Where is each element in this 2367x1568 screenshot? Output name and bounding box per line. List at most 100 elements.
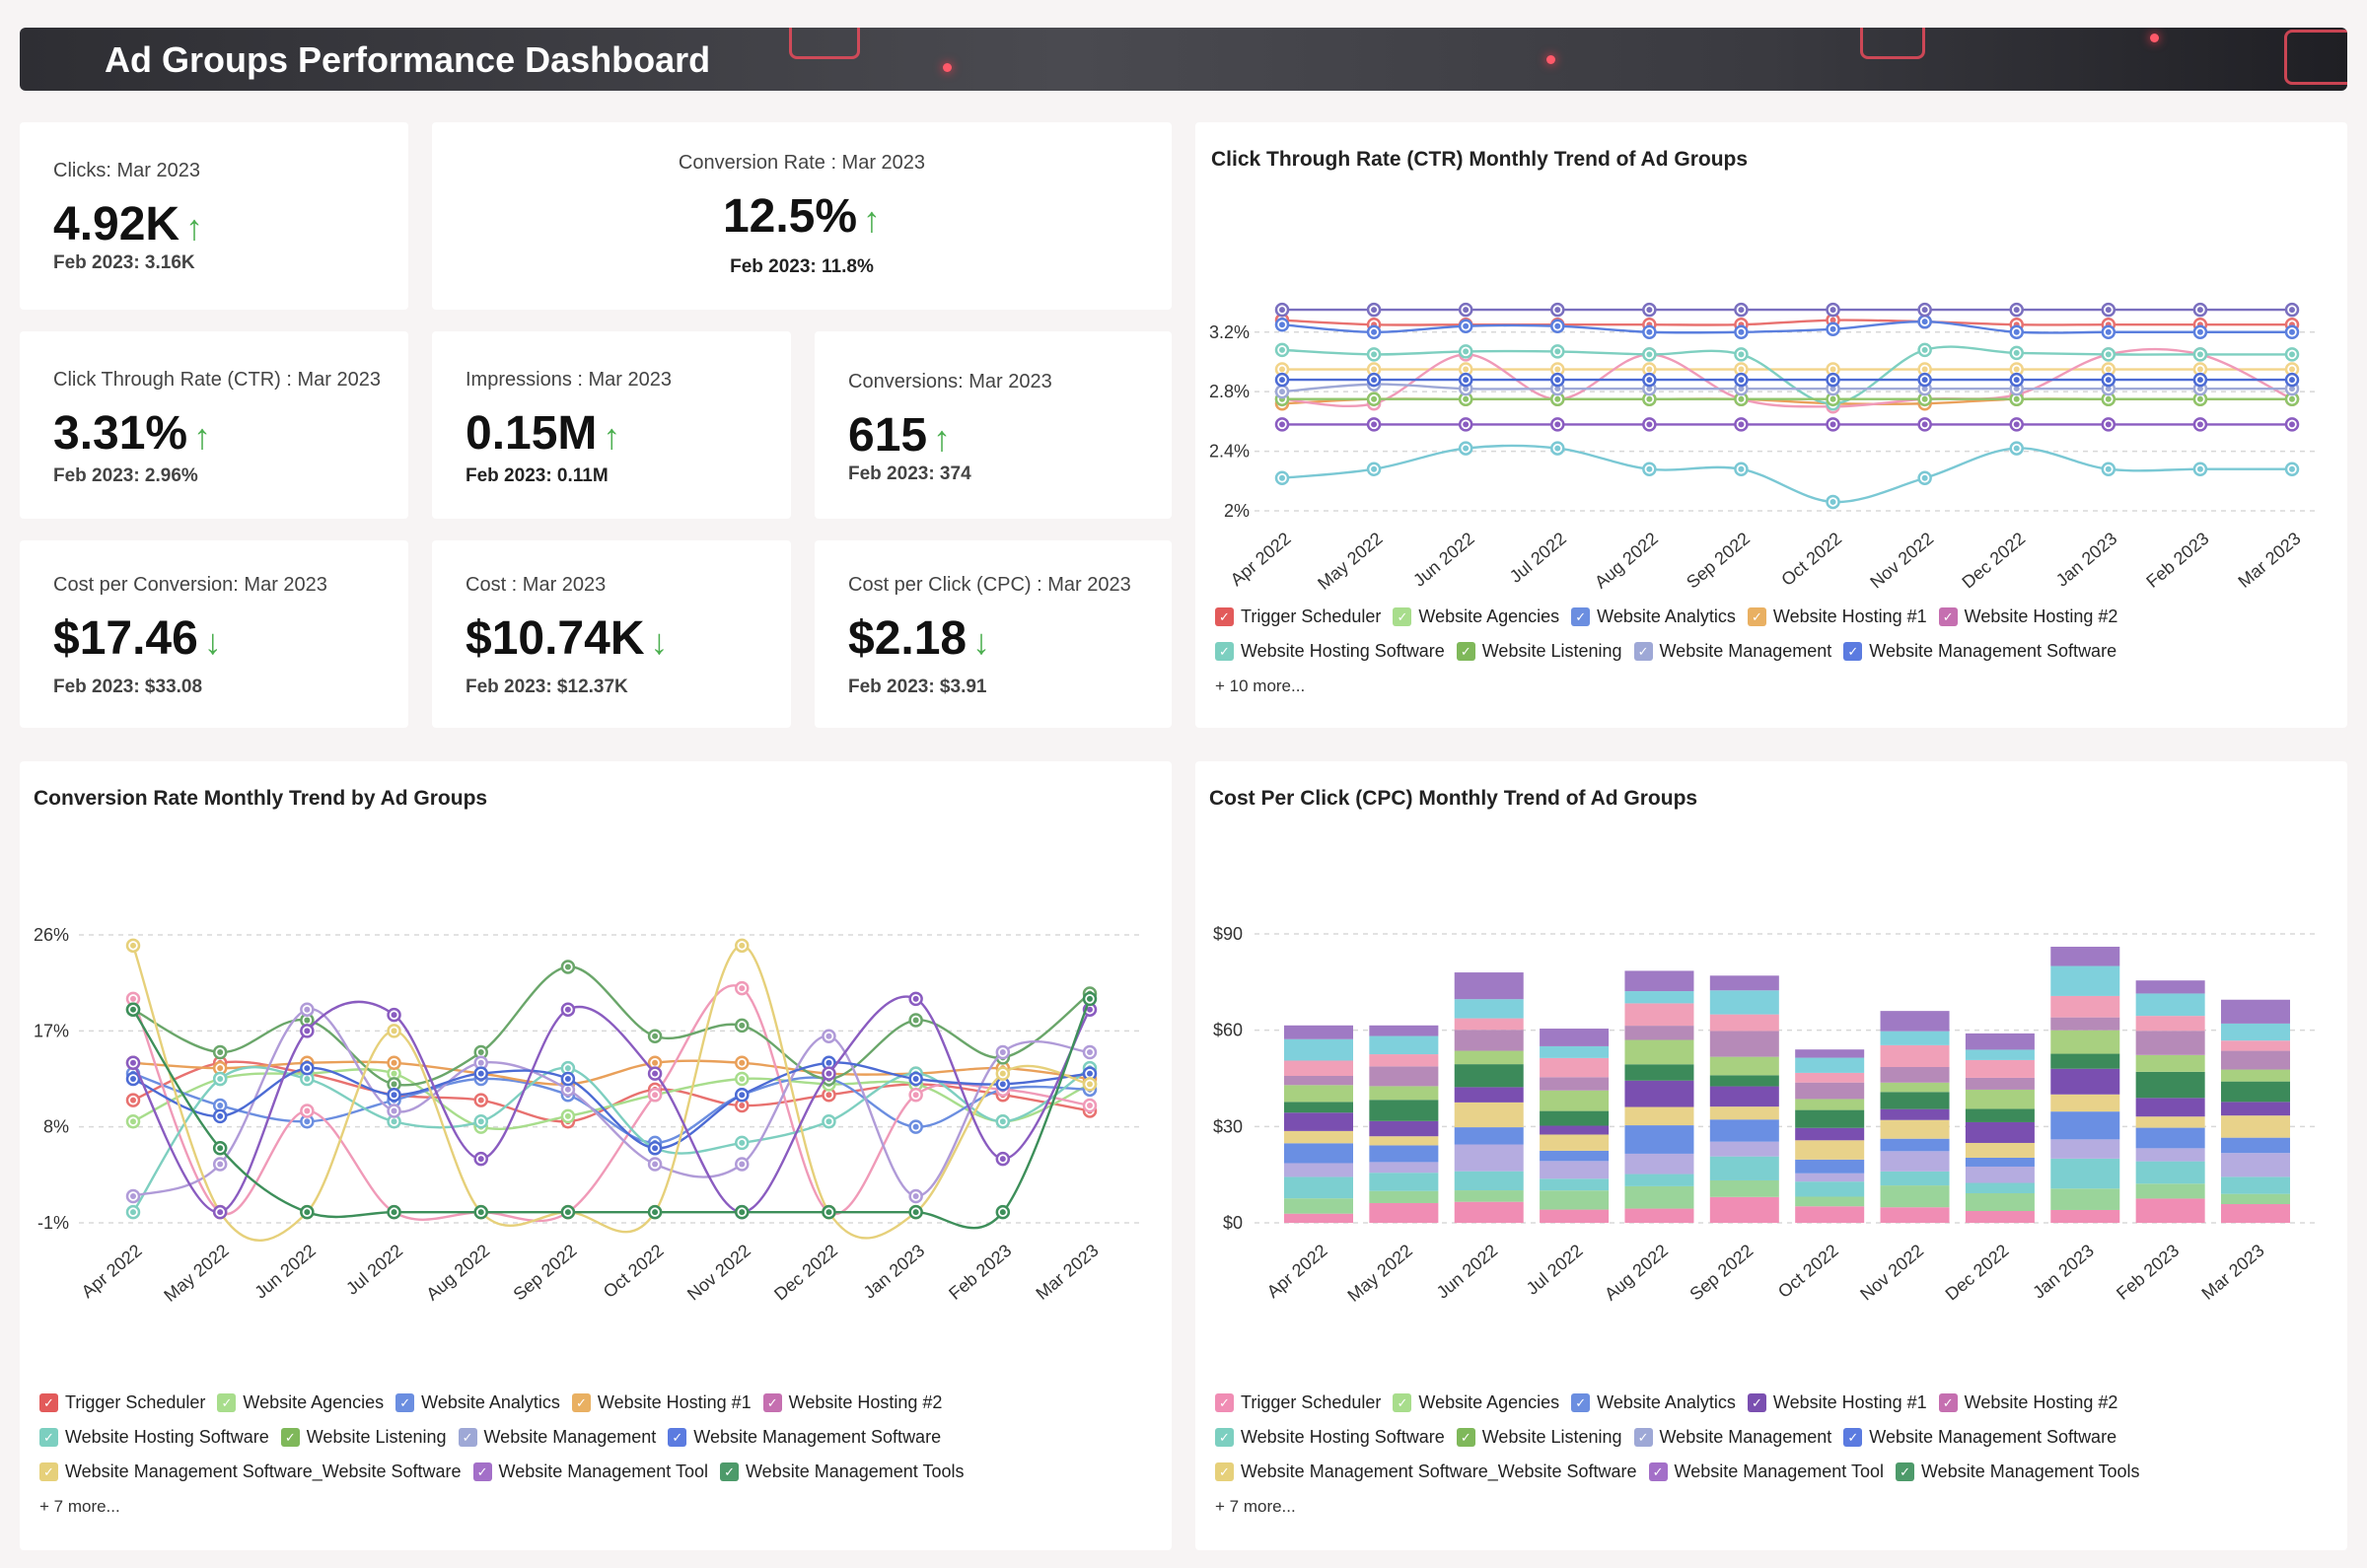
ctr-line-chart[interactable]: 2% 2.4% 2.8% 3.2% Apr 2022 May 2022 Jun 2022 Ju…	[1195, 201, 2347, 675]
bar-segment	[1454, 1171, 1524, 1191]
checkbox-icon[interactable]: ✓	[1633, 1428, 1653, 1447]
legend-item[interactable]: ✓ Trigger Scheduler	[1215, 1392, 1381, 1413]
checkbox-icon[interactable]: ✓	[1571, 1393, 1591, 1412]
checkbox-icon[interactable]: ✓	[1215, 607, 1234, 626]
legend-item[interactable]: ✓ Website Management Software	[1843, 1427, 2116, 1448]
checkbox-icon[interactable]: ✓	[217, 1393, 237, 1412]
legend-item[interactable]: ✓ Website Management Software_Website Sof…	[39, 1461, 462, 1482]
data-point-core	[999, 1070, 1006, 1077]
bar-segment	[1965, 1121, 2035, 1143]
checkbox-icon[interactable]: ✓	[1938, 1393, 1958, 1412]
legend-item[interactable]: ✓ Website Hosting #1	[571, 1392, 752, 1413]
checkbox-icon[interactable]: ✓	[1747, 1393, 1766, 1412]
legend-item[interactable]: ✓ Website Management Tool	[1648, 1461, 1884, 1482]
legend-item[interactable]: ✓ Website Management	[458, 1427, 656, 1448]
bar-segment	[1795, 1072, 1865, 1083]
checkbox-icon[interactable]: ✓	[668, 1428, 687, 1447]
legend-label: Website Agencies	[1418, 1392, 1560, 1412]
checkbox-icon[interactable]: ✓	[458, 1428, 477, 1447]
checkbox-icon[interactable]: ✓	[1215, 642, 1234, 661]
conversion-rate-trend-chart-card[interactable]: Conversion Rate Monthly Trend by Ad Grou…	[20, 761, 1172, 1550]
data-point-core	[739, 1059, 746, 1066]
kpi-label: Clicks: Mar 2023	[53, 160, 200, 181]
bar-segment	[2221, 1023, 2290, 1041]
legend-item[interactable]: ✓ Website Analytics	[1571, 1392, 1736, 1413]
kpi-card-impressions[interactable]: Impressions : Mar 2023 0.15M ↑ Feb 2023: …	[432, 331, 791, 519]
checkbox-icon[interactable]: ✓	[1938, 607, 1958, 626]
legend-more-link[interactable]: + 10 more...	[1215, 677, 1306, 695]
kpi-label: Impressions : Mar 2023	[466, 369, 672, 391]
legend-item[interactable]: ✓ Website Management	[1633, 1427, 1831, 1448]
checkbox-icon[interactable]: ✓	[39, 1393, 58, 1412]
kpi-card-cpc[interactable]: Cost per Click (CPC) : Mar 2023 $2.18 ↓ F…	[815, 540, 1172, 728]
legend-item[interactable]: ✓ Website Listening	[1456, 641, 1622, 662]
legend-item[interactable]: ✓ Website Listening	[1456, 1427, 1622, 1448]
data-point-core	[130, 942, 136, 949]
cpc-stacked-bar-chart[interactable]: $0 $30 $60 $90 Apr 2022 May 2022 Jun 2022 Jul 2…	[1195, 840, 2347, 1452]
kpi-card-cost-per-conversion[interactable]: Cost per Conversion: Mar 2023 $17.46 ↓ Fe…	[20, 540, 408, 728]
checkbox-icon[interactable]: ✓	[762, 1393, 782, 1412]
checkbox-icon[interactable]: ✓	[1843, 642, 1863, 661]
legend-item[interactable]: ✓ Website Management Software	[1843, 641, 2116, 662]
checkbox-icon[interactable]: ✓	[1747, 607, 1766, 626]
checkbox-icon[interactable]: ✓	[1215, 1462, 1234, 1481]
checkbox-icon[interactable]: ✓	[472, 1462, 492, 1481]
legend-more-link[interactable]: + 7 more...	[1215, 1497, 1296, 1516]
checkbox-icon[interactable]: ✓	[1571, 607, 1591, 626]
checkbox-icon[interactable]: ✓	[1843, 1428, 1863, 1447]
conversion-line-chart[interactable]: -1% 8% 17% 26% Apr 2022 May 2022 Jun 2022 Jul 2…	[20, 840, 1172, 1452]
legend-item[interactable]: ✓ Website Hosting #1	[1747, 1392, 1927, 1413]
checkbox-icon[interactable]: ✓	[1393, 1393, 1412, 1412]
arrow-up-icon: ↑	[603, 416, 621, 457]
checkbox-icon[interactable]: ✓	[280, 1428, 300, 1447]
checkbox-icon[interactable]: ✓	[1633, 642, 1653, 661]
data-point-core	[1829, 317, 1836, 323]
checkbox-icon[interactable]: ✓	[1896, 1462, 1915, 1481]
cpc-trend-chart-card[interactable]: Cost Per Click (CPC) Monthly Trend of Ad…	[1195, 761, 2347, 1550]
legend-item[interactable]: ✓ Trigger Scheduler	[39, 1392, 205, 1413]
data-point-core	[304, 1006, 311, 1013]
checkbox-icon[interactable]: ✓	[39, 1462, 58, 1481]
checkbox-icon[interactable]: ✓	[1648, 1462, 1668, 1481]
bar-segment	[1369, 1120, 1439, 1137]
legend-item[interactable]: ✓ Website Management Tools	[1896, 1461, 2139, 1482]
legend-item[interactable]: ✓ Website Management Software_Website Sof…	[1215, 1461, 1637, 1482]
kpi-card-conversions[interactable]: Conversions: Mar 2023 615 ↑ Feb 2023: 374	[815, 331, 1172, 519]
checkbox-icon[interactable]: ✓	[395, 1393, 415, 1412]
ctr-trend-chart-card[interactable]: Click Through Rate (CTR) Monthly Trend o…	[1195, 122, 2347, 728]
checkbox-icon[interactable]: ✓	[1456, 1428, 1475, 1447]
bar-segment	[1795, 1099, 1865, 1110]
checkbox-icon[interactable]: ✓	[1215, 1393, 1234, 1412]
checkbox-icon[interactable]: ✓	[720, 1462, 740, 1481]
legend-item[interactable]: ✓ Website Hosting #1	[1747, 606, 1927, 627]
checkbox-icon[interactable]: ✓	[1215, 1428, 1234, 1447]
legend-item[interactable]: ✓ Website Hosting Software	[1215, 641, 1445, 662]
legend-item[interactable]: ✓ Website Management Tool	[472, 1461, 708, 1482]
checkbox-icon[interactable]: ✓	[39, 1428, 58, 1447]
data-point-core	[999, 1156, 1006, 1163]
legend-item[interactable]: ✓ Trigger Scheduler	[1215, 606, 1381, 627]
legend-item[interactable]: ✓ Website Agencies	[217, 1392, 384, 1413]
legend-item[interactable]: ✓ Website Hosting #2	[762, 1392, 942, 1413]
legend-item[interactable]: ✓ Website Management Tools	[720, 1461, 964, 1482]
bar-segment	[2050, 1030, 2120, 1054]
checkbox-icon[interactable]: ✓	[571, 1393, 591, 1412]
kpi-card-cost[interactable]: Cost : Mar 2023 $10.74K ↓ Feb 2023: $12.3…	[432, 540, 791, 728]
legend-item[interactable]: ✓ Website Management Software	[668, 1427, 941, 1448]
kpi-card-clicks[interactable]: Clicks: Mar 2023 4.92K ↑ Feb 2023: 3.16K	[20, 122, 408, 310]
legend-item[interactable]: ✓ Website Agencies	[1393, 1392, 1559, 1413]
legend-item[interactable]: ✓ Website Listening	[280, 1427, 447, 1448]
checkbox-icon[interactable]: ✓	[1393, 607, 1412, 626]
legend-more-link[interactable]: + 7 more...	[39, 1497, 120, 1516]
legend-item[interactable]: ✓ Website Hosting #2	[1938, 606, 2117, 627]
kpi-card-conversion-rate[interactable]: Conversion Rate : Mar 2023 12.5% ↑ Feb 20…	[432, 122, 1172, 310]
legend-item[interactable]: ✓ Website Agencies	[1393, 606, 1559, 627]
checkbox-icon[interactable]: ✓	[1456, 642, 1475, 661]
legend-item[interactable]: ✓ Website Hosting Software	[39, 1427, 269, 1448]
legend-item[interactable]: ✓ Website Hosting #2	[1938, 1392, 2117, 1413]
legend-item[interactable]: ✓ Website Analytics	[395, 1392, 560, 1413]
legend-item[interactable]: ✓ Website Hosting Software	[1215, 1427, 1445, 1448]
kpi-card-ctr[interactable]: Click Through Rate (CTR) : Mar 2023 3.31…	[20, 331, 408, 519]
legend-item[interactable]: ✓ Website Analytics	[1571, 606, 1736, 627]
legend-item[interactable]: ✓ Website Management	[1633, 641, 1831, 662]
